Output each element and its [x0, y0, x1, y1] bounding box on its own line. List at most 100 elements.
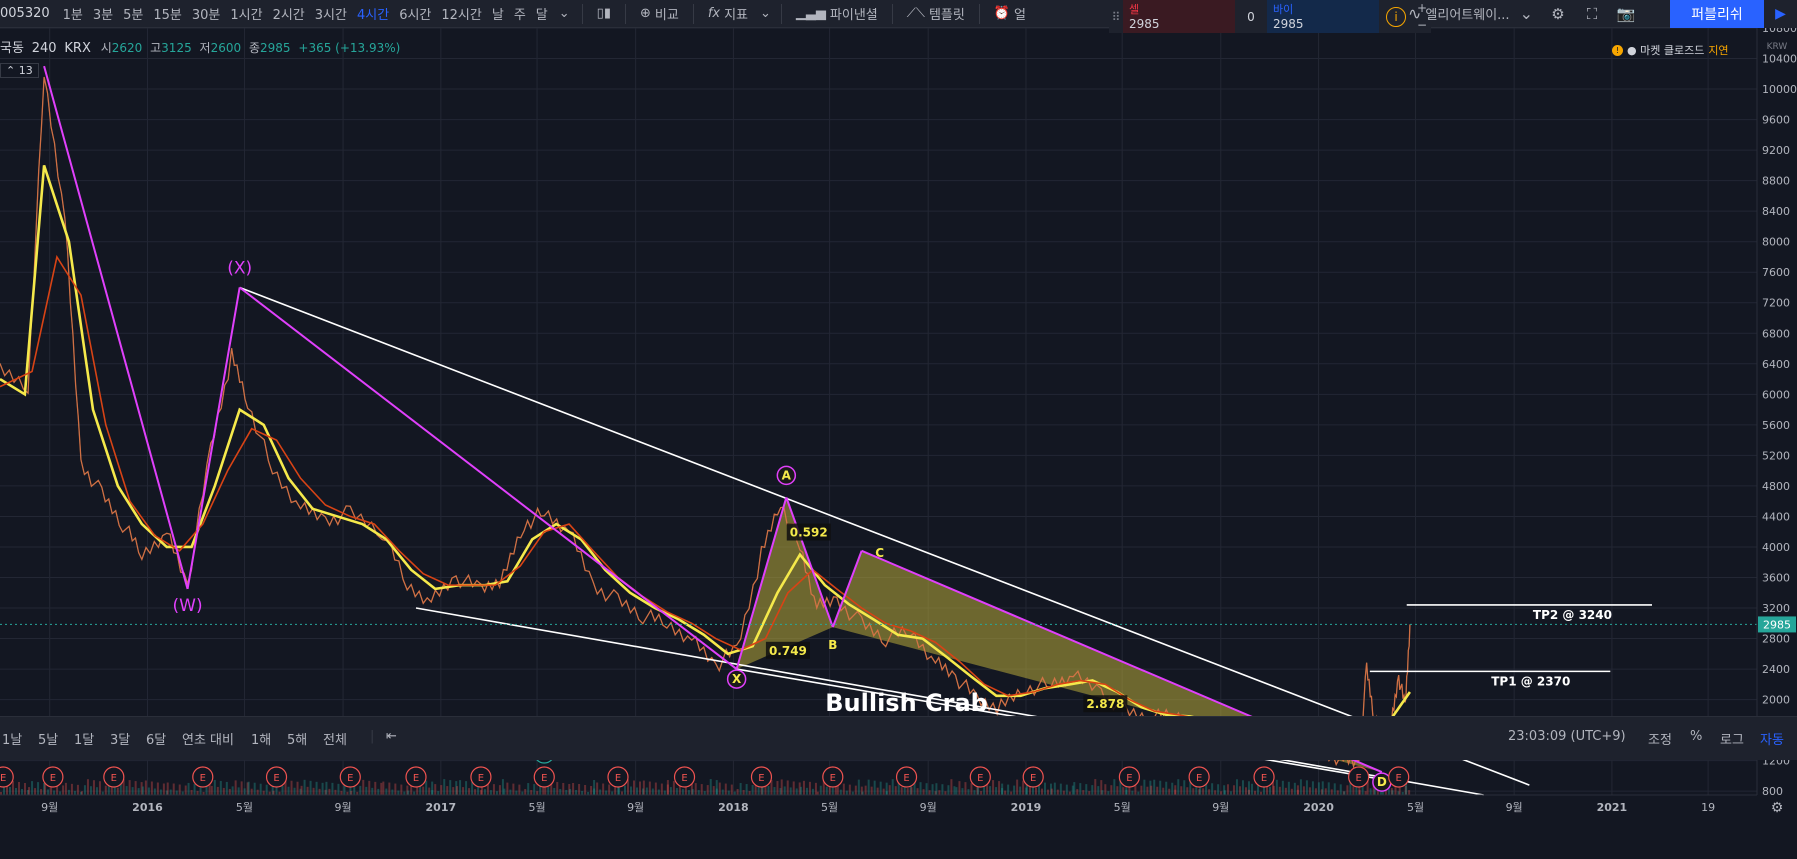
log-button[interactable]: 로그 — [1720, 733, 1744, 748]
chevron-down-icon[interactable]: ⌄ — [760, 6, 771, 21]
volume-bar — [1168, 788, 1171, 795]
interval-13[interactable]: 달 — [535, 8, 548, 23]
volume-bar — [568, 783, 571, 795]
price-tick-label: 3600 — [1762, 571, 1790, 584]
range-8[interactable]: 전체 — [323, 733, 347, 748]
volume-bar — [128, 780, 131, 795]
interval-10[interactable]: 12시간 — [441, 8, 482, 23]
volume-bar — [786, 780, 789, 795]
chevron-down-icon[interactable]: ⌄ — [558, 6, 570, 21]
volume-bar — [1125, 781, 1128, 795]
volume-bar — [992, 780, 995, 795]
info-button[interactable]: i — [1379, 0, 1413, 33]
volume-bar — [12, 781, 14, 795]
interval-7[interactable]: 3시간 — [314, 8, 347, 23]
buy-button[interactable]: 바이 2985 — [1267, 0, 1379, 33]
volume-bar — [278, 791, 281, 795]
gear-icon[interactable]: ⚙ — [1551, 4, 1565, 23]
range-3[interactable]: 3달 — [110, 733, 131, 748]
volume-bar — [259, 783, 262, 795]
volume-bar — [80, 791, 83, 795]
clock-time[interactable]: 23:03:09 (UTC+9) — [1508, 729, 1626, 744]
volume-bar — [1364, 791, 1367, 795]
range-4[interactable]: 6달 — [146, 733, 167, 748]
range-5[interactable]: 연초 대비 — [182, 733, 234, 748]
auto-button[interactable]: 자동 — [1760, 733, 1784, 748]
market-status[interactable]: ! ● 마켓 클로즈드 지연 — [1612, 42, 1729, 58]
play-icon[interactable]: ▶ — [1764, 0, 1797, 28]
volume-bar — [431, 781, 434, 795]
price-tick-label: 8000 — [1762, 236, 1790, 249]
volume-bar — [246, 782, 249, 795]
interval-6[interactable]: 2시간 — [272, 8, 305, 23]
interval-5[interactable]: 1시간 — [230, 8, 263, 23]
volume-bar — [814, 782, 817, 795]
volume-bar — [967, 789, 970, 795]
interval-8[interactable]: 4시간 — [356, 8, 390, 23]
interval-2[interactable]: 5분 — [123, 8, 144, 23]
minus-icon[interactable]: − — [1416, 17, 1428, 32]
volume-bar — [751, 785, 754, 795]
volume-bar — [1346, 785, 1349, 795]
volume-bar — [745, 784, 748, 795]
event-marker-label: E — [541, 773, 547, 784]
range-0[interactable]: 1날 — [2, 733, 23, 748]
chart-style-button[interactable]: ▯▮ — [589, 6, 619, 21]
alert-manager-button[interactable]: ∿ 엘리어트웨이... ⌄ — [1400, 4, 1541, 23]
ratio-label: 2.878 — [1086, 697, 1124, 711]
goto-date-icon[interactable]: ⇤ — [386, 729, 397, 744]
fullscreen-icon[interactable]: ⛶ — [1586, 4, 1598, 23]
volume-bar — [584, 784, 587, 795]
sell-button[interactable]: 셀 2985 — [1123, 0, 1235, 33]
alert-manager-label: 엘리어트웨이... — [1425, 8, 1510, 23]
volume-bar — [1254, 790, 1257, 795]
symbol-search[interactable]: 005320 — [0, 6, 50, 21]
range-2[interactable]: 1달 — [74, 733, 95, 748]
interval-3[interactable]: 15분 — [153, 8, 182, 23]
interval-0[interactable]: 1분 — [62, 8, 83, 23]
range-7[interactable]: 5해 — [287, 733, 308, 748]
volume-bar — [465, 781, 468, 795]
volume-bar — [842, 783, 845, 795]
volume-bar — [1146, 786, 1149, 795]
volume-bar — [1101, 790, 1104, 795]
templates-button[interactable]: ⟋⟍ 템플릿 — [899, 4, 973, 23]
plus-icon[interactable]: + — [1416, 1, 1428, 16]
volume-bar — [828, 780, 831, 795]
volume-bar — [857, 779, 860, 795]
percent-button[interactable]: % — [1690, 729, 1703, 744]
camera-icon[interactable]: 📷 — [1616, 4, 1636, 23]
volume-bar — [468, 788, 471, 795]
range-6[interactable]: 1해 — [251, 733, 272, 748]
interval-12[interactable]: 주 — [513, 8, 526, 23]
volume-bar — [40, 789, 43, 795]
interval-1[interactable]: 3분 — [92, 8, 114, 23]
volume-bar — [299, 788, 302, 795]
drag-handle-icon[interactable]: ⠿ — [1109, 0, 1123, 33]
interval-11[interactable]: 날 — [491, 8, 504, 23]
range-1[interactable]: 5날 — [38, 733, 59, 748]
volume-bar — [1284, 787, 1287, 795]
volume-bar — [104, 785, 107, 795]
volume-bar — [419, 779, 422, 795]
interval-4[interactable]: 30분 — [191, 8, 221, 23]
volume-bar — [1171, 782, 1174, 795]
volume-bar — [92, 780, 95, 795]
volume-bar — [503, 788, 506, 795]
compare-button[interactable]: ⊕ 비교 — [632, 4, 687, 23]
indicator-toggle[interactable]: ⌃ 13 — [0, 63, 39, 78]
alert-button[interactable]: ⏰ 얼 — [986, 4, 1034, 23]
volume-bar — [1379, 789, 1382, 795]
volume-bar — [635, 787, 638, 795]
volume-bar — [819, 785, 822, 795]
volume-bar — [799, 786, 802, 795]
publish-button[interactable]: 퍼블리쉬 — [1670, 0, 1764, 28]
quantity-stepper[interactable]: + − — [1413, 0, 1431, 33]
volume-bar — [1050, 788, 1053, 795]
pine-editor-button[interactable]: ▁▃▅ 파이낸셜 — [788, 4, 886, 23]
time-tick-label: 2016 — [132, 801, 163, 814]
interval-9[interactable]: 6시간 — [399, 8, 432, 23]
indicators-button[interactable]: fx 지표 — [700, 4, 756, 23]
adjust-button[interactable]: 조정 — [1648, 733, 1672, 748]
